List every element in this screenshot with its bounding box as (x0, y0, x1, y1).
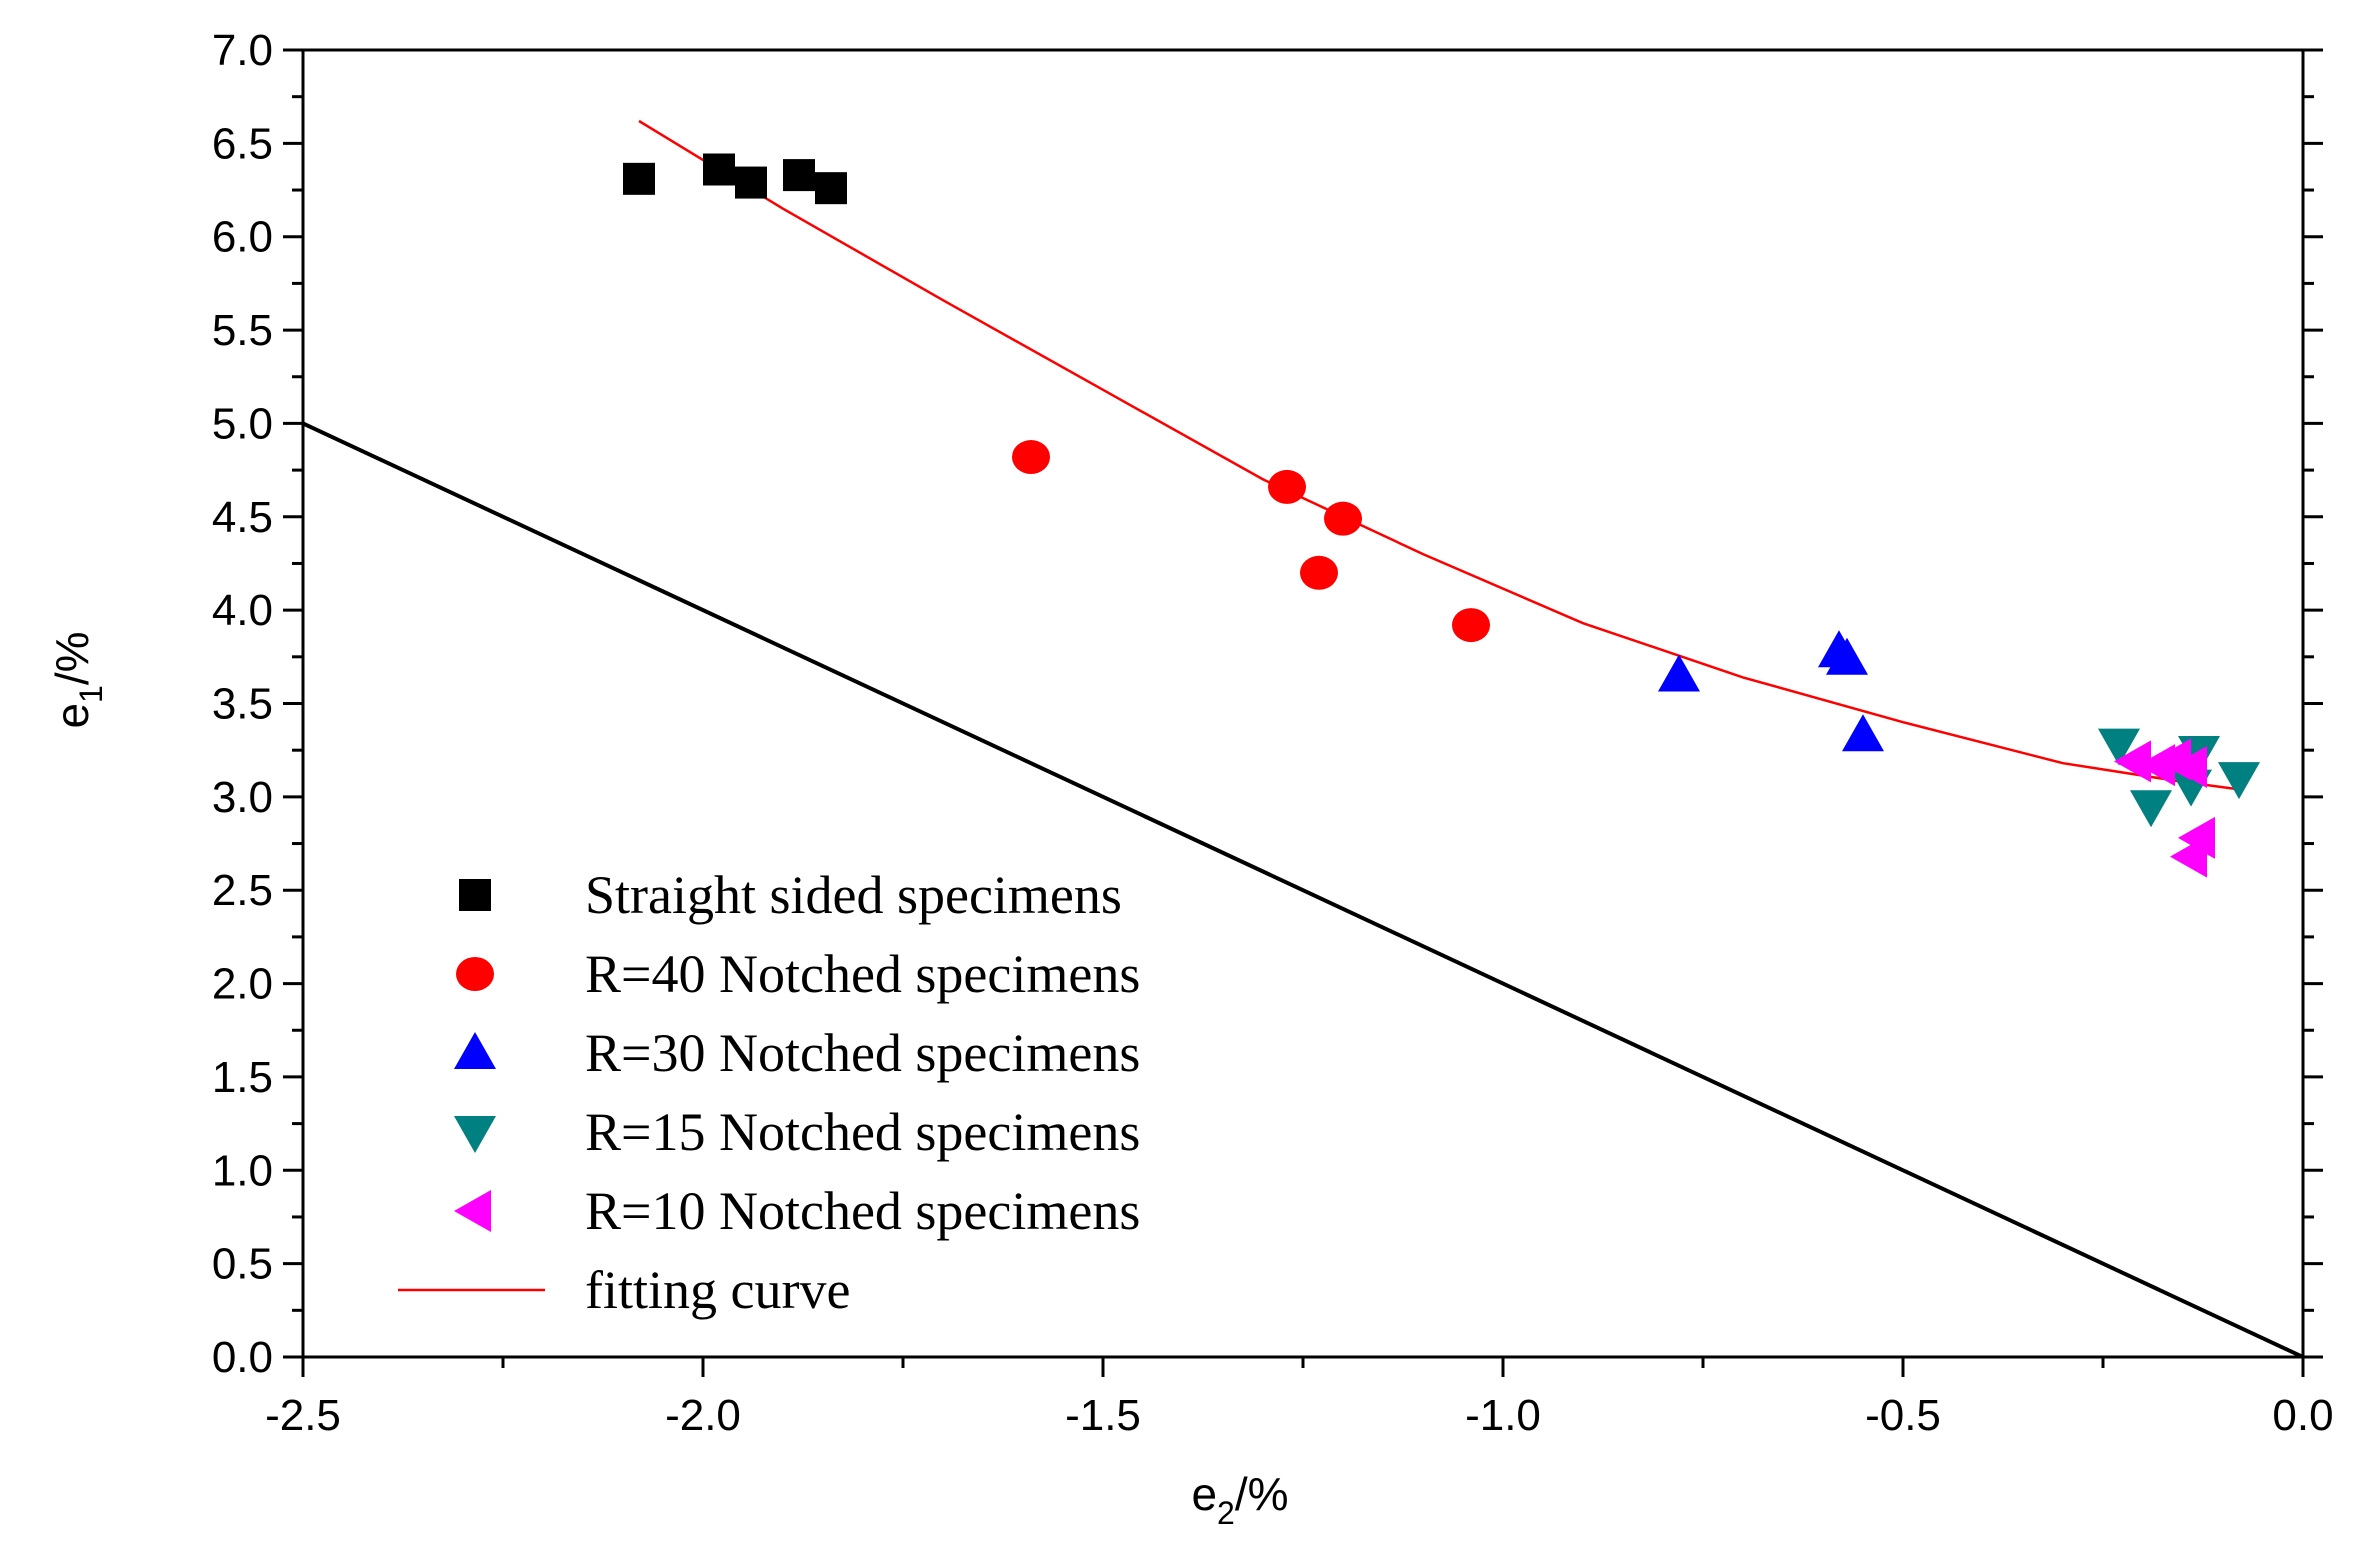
legend-label-r15-notched-specimens: R=15 Notched specimens (585, 1102, 1140, 1162)
legend-swatch-r15-notched-specimens (454, 1116, 496, 1153)
legend-label-straight-sided-specimens: Straight sided specimens (585, 865, 1122, 925)
legend-label-fitting-curve: fitting curve (585, 1260, 850, 1320)
straight-sided-specimens-point (703, 153, 735, 186)
y-tick-label: 4.0 (212, 586, 273, 635)
r30-notched-specimens-point (1658, 654, 1700, 692)
straight-sided-specimens-point (735, 166, 767, 199)
r40-notched-specimens-point (1324, 501, 1362, 536)
y-tick-label: 6.0 (212, 213, 273, 262)
y-tick-label: 3.5 (212, 680, 273, 729)
straight-sided-specimens-point (783, 159, 815, 192)
y-tick-label: 3.0 (212, 773, 273, 822)
r40-notched-specimens-point (1300, 555, 1338, 590)
y-tick-label: 0.5 (212, 1240, 273, 1289)
axes: 0.0 0.5 1.0 1.5 2.0 2.5 3.0 3.5 4.0 4.5 5.0 5.5 6.0 6… (212, 26, 2334, 1440)
x-tick-label: -0.5 (1865, 1391, 1941, 1440)
x-tick-label: -2.0 (665, 1391, 741, 1440)
r40-notched-specimens-point (1452, 608, 1490, 643)
y-axis-title-base: e (46, 703, 98, 729)
r30-notched-specimens-point (1842, 714, 1884, 752)
plot-marks (302, 119, 2304, 1359)
reference-line-line (302, 421, 2304, 1359)
y-axis-title: e1/% (46, 631, 109, 728)
y-tick-label: 2.0 (212, 960, 273, 1009)
legend-swatch-r10-notched-specimens (454, 1190, 491, 1232)
x-tick-label: 0.0 (2272, 1391, 2333, 1440)
legend-swatch-r30-notched-specimens (454, 1032, 496, 1069)
legend-label-r10-notched-specimens: R=10 Notched specimens (585, 1181, 1140, 1241)
r40-notched-specimens-point (1268, 469, 1306, 504)
y-tick-label: 5.0 (212, 399, 273, 448)
r10-notched-specimens-point (2114, 740, 2151, 783)
y-tick-label: 2.5 (212, 866, 273, 915)
y-tick-label: 4.5 (212, 493, 273, 542)
y-tick-label: 7.0 (212, 26, 273, 75)
r15-notched-specimens-point (2218, 762, 2260, 800)
y-tick-label: 1.0 (212, 1146, 273, 1195)
legend: Straight sided specimens R=40 Notched spe… (398, 865, 1140, 1320)
legend-label-r40-notched-specimens: R=40 Notched specimens (585, 944, 1140, 1004)
r15-notched-specimens-point (2098, 728, 2140, 766)
x-tick-label: -1.0 (1465, 1391, 1541, 1440)
r15-notched-specimens-point (2130, 790, 2172, 828)
x-tick-label: -1.5 (1065, 1391, 1141, 1440)
x-axis-title-base: e (1191, 1468, 1217, 1520)
y-axis-title-suffix: /% (46, 631, 98, 685)
x-tick-label: -2.5 (265, 1391, 341, 1440)
r10-notched-specimens-point (2170, 835, 2207, 878)
y-tick-label: 6.5 (212, 119, 273, 168)
x-axis-title-subscript: 2 (1217, 1495, 1235, 1531)
legend-swatch-r40-notched-specimens (456, 957, 494, 991)
x-axis-title: e2/% (1191, 1468, 1288, 1531)
r30-notched-specimens-point (1826, 637, 1868, 675)
straight-sided-specimens-point (815, 172, 847, 205)
y-tick-label: 0.0 (212, 1333, 273, 1382)
legend-label-r30-notched-specimens: R=30 Notched specimens (585, 1023, 1140, 1083)
r10-notched-specimens-point (2170, 745, 2207, 788)
y-axis-title-subscript: 1 (73, 685, 109, 703)
y-tick-label: 1.5 (212, 1053, 273, 1102)
r40-notched-specimens-point (1012, 440, 1050, 475)
straight-sided-specimens-point (623, 162, 655, 195)
legend-swatch-straight-sided-specimens (459, 879, 491, 911)
y-tick-label: 5.5 (212, 306, 273, 355)
x-axis-title-suffix: /% (1235, 1468, 1289, 1520)
fitting-curve-line (638, 119, 2240, 791)
